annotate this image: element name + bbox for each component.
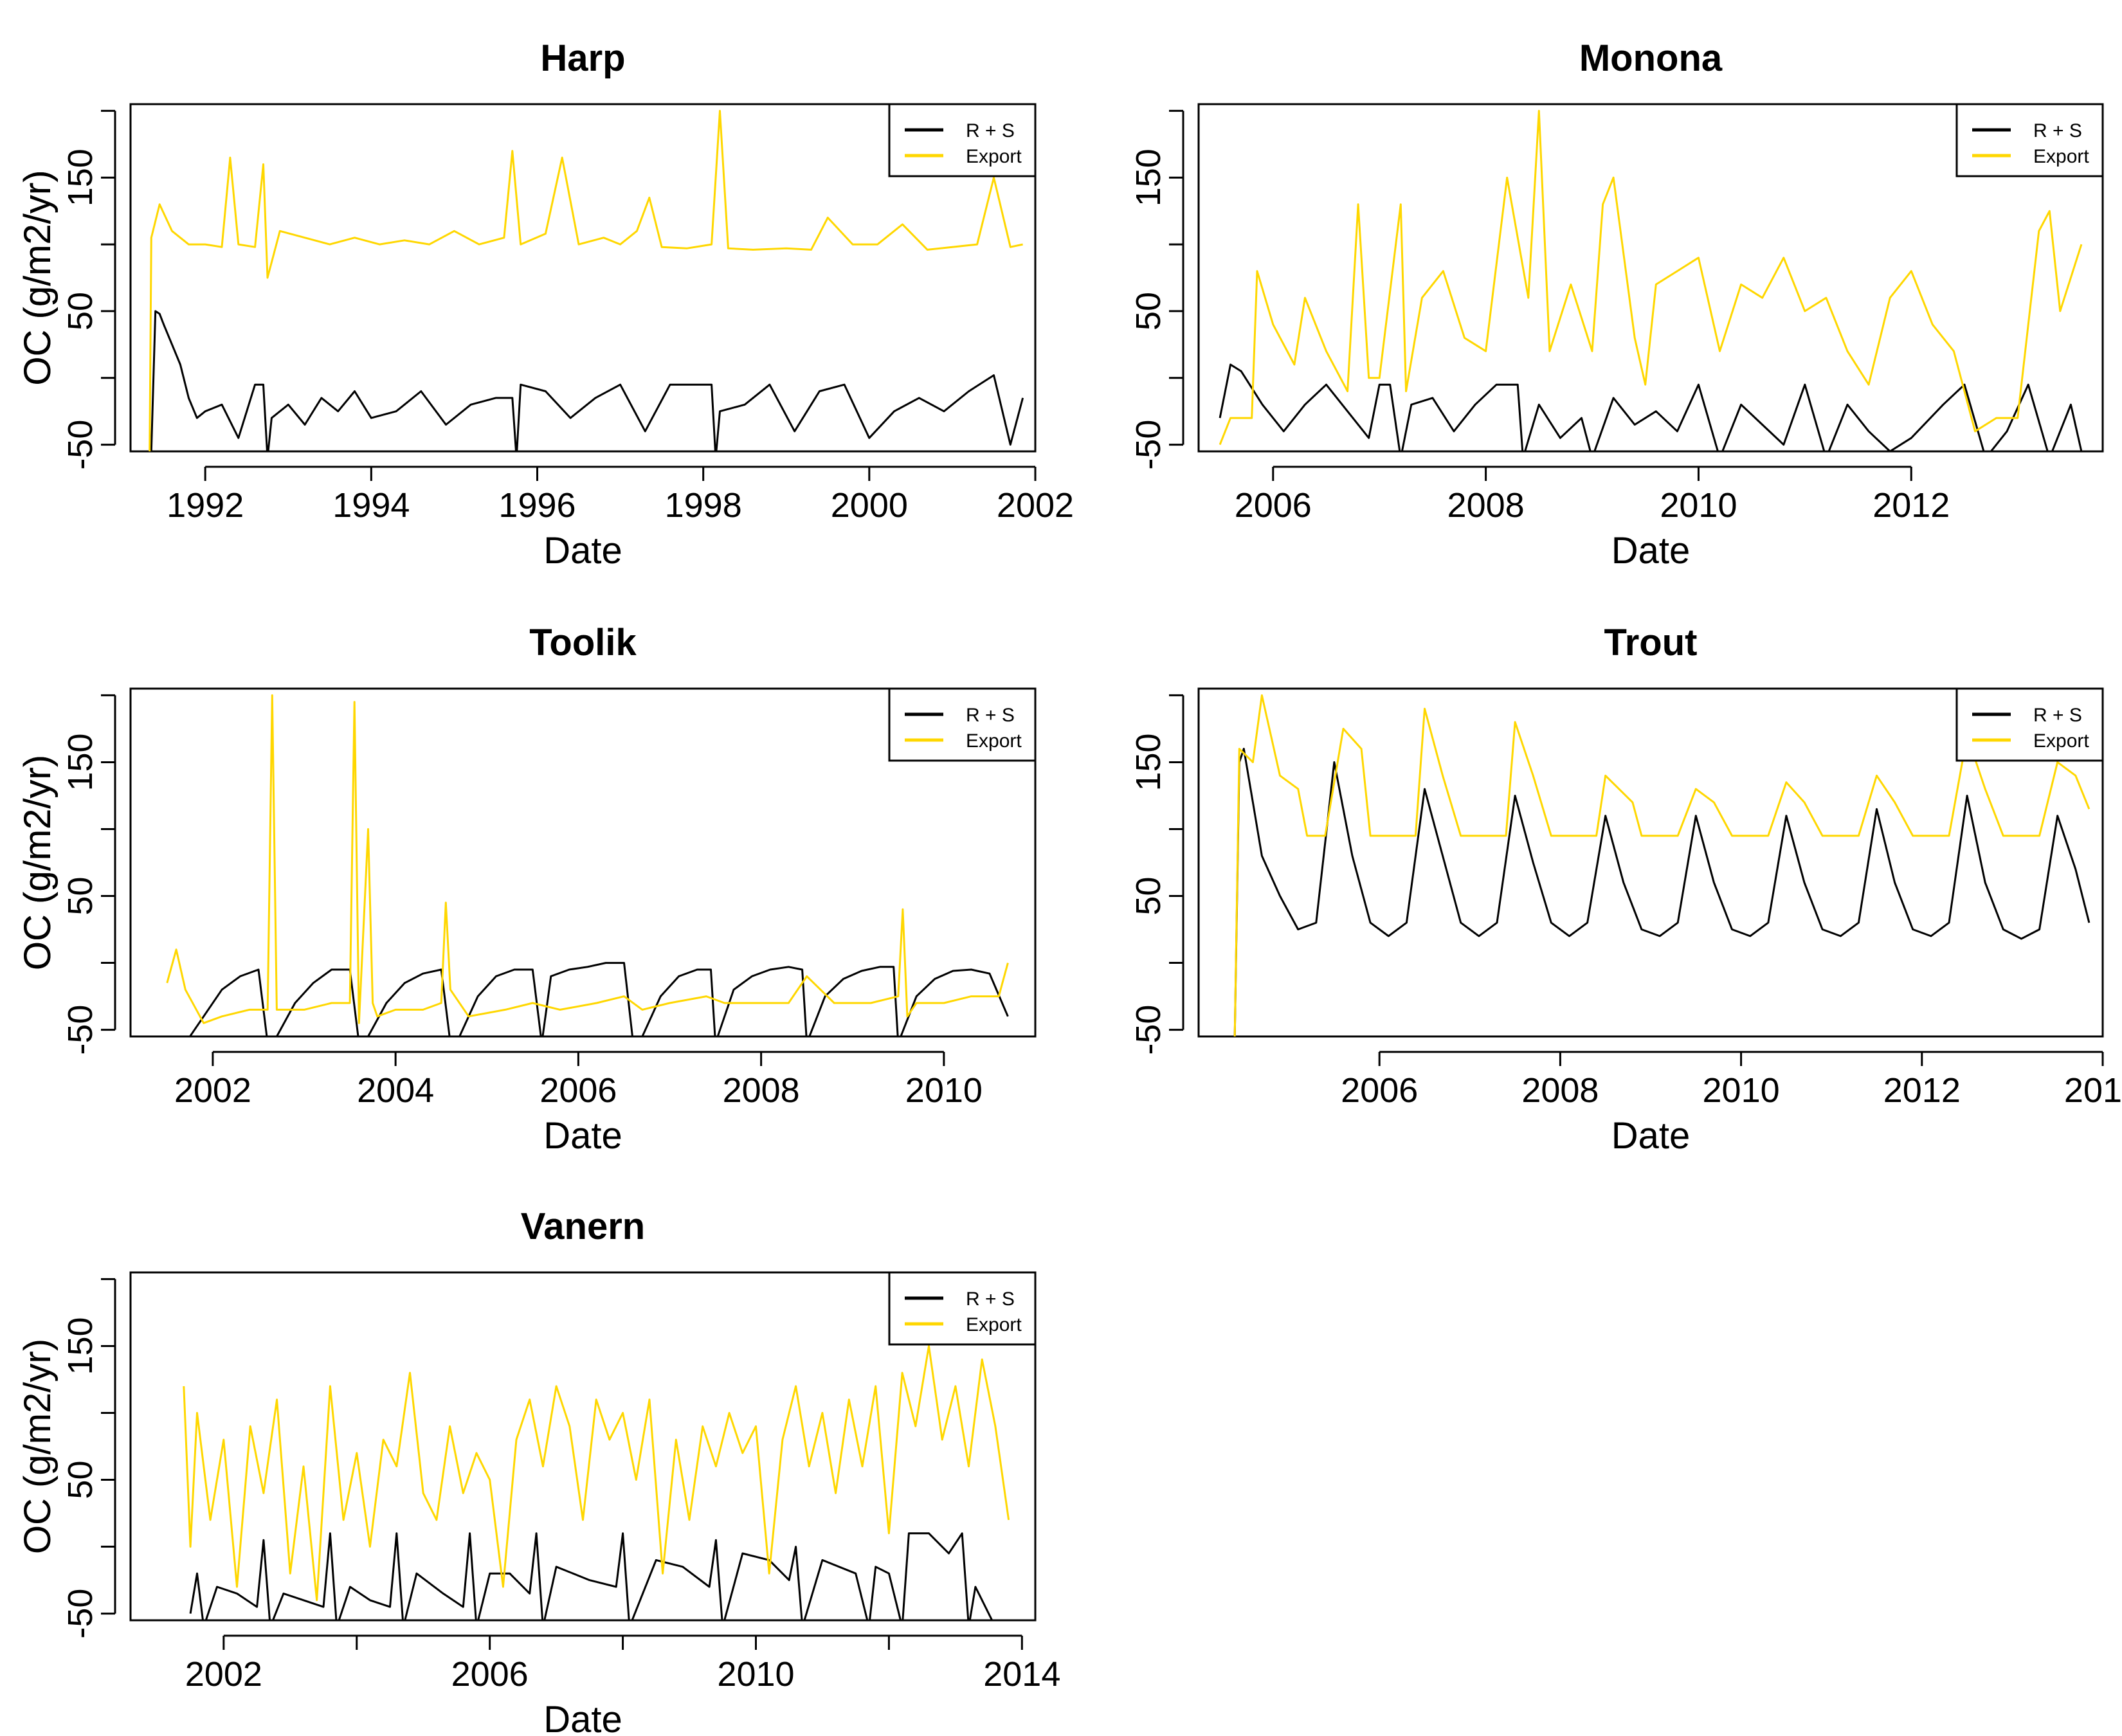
legend-label: R + S <box>966 120 1015 141</box>
y-axis-label: OC (g/m2/yr) <box>17 755 59 970</box>
legend-label: Export <box>966 730 1022 752</box>
x-tick-label: 2010 <box>1703 1071 1780 1110</box>
series-line-export <box>149 109 1023 451</box>
legend-label: Export <box>2033 730 2089 752</box>
y-tick-label: 150 <box>1129 733 1168 791</box>
plot-frame <box>1197 103 2104 453</box>
y-tick-label: 50 <box>61 876 100 915</box>
legend-box <box>1955 103 2104 177</box>
series-line-export <box>166 694 1009 1024</box>
y-axis-label: OC (g/m2/yr) <box>17 170 59 385</box>
x-tick-label: 2008 <box>1447 486 1525 525</box>
series-line-r-s <box>1219 363 2083 451</box>
series-line-export <box>183 1344 1010 1602</box>
x-tick-label: 2006 <box>540 1071 617 1110</box>
y-tick-label: -50 <box>1129 420 1168 470</box>
x-tick-label: 2008 <box>723 1071 800 1110</box>
panel-title: Trout <box>1604 622 1698 664</box>
y-axis-label: OC (g/m2/yr) <box>17 755 59 970</box>
x-axis-label: Date <box>1611 530 1691 572</box>
series-line-export <box>1233 694 2090 1036</box>
legend-label: Export <box>2033 146 2089 167</box>
x-tick-label: 2012 <box>1883 1071 1961 1110</box>
panel-toolik: Toolik 2002 2004 2006 2008 2010 Date -50 50 150OC… <box>17 622 1037 1157</box>
legend-box <box>888 103 1037 177</box>
y-tick-label: 150 <box>61 1317 100 1375</box>
x-tick-label: 2010 <box>1660 486 1737 525</box>
legend: R + S Export <box>1955 687 2104 762</box>
legend-box <box>888 1271 1037 1346</box>
legend: R + S Export <box>888 1271 1037 1346</box>
legend: R + S Export <box>1955 103 2104 177</box>
x-tick-label: 1992 <box>167 486 244 525</box>
x-tick-label: 2006 <box>451 1655 529 1694</box>
plot-frame <box>1197 687 2104 1038</box>
x-tick-label: 2002 <box>174 1071 251 1110</box>
series-line-r-s <box>189 1532 1009 1620</box>
y-axis-label: OC (g/m2/yr) <box>17 1339 59 1554</box>
legend: R + S Export <box>888 103 1037 177</box>
x-tick-label: 2002 <box>997 486 1074 525</box>
plot-frame <box>129 103 1037 453</box>
y-tick-label: 150 <box>61 733 100 791</box>
x-tick-label: 2008 <box>1521 1071 1599 1110</box>
series-line-r-s <box>150 310 1024 451</box>
x-tick-label: 1996 <box>498 486 576 525</box>
legend-label: Export <box>966 1314 1022 1335</box>
legend-label: R + S <box>2033 120 2082 141</box>
panel-trout: Trout20062008201020122014Date-5050150OC … <box>17 622 2122 1157</box>
y-tick-label: 50 <box>1129 292 1168 330</box>
x-tick-label: 2014 <box>983 1655 1060 1694</box>
x-axis-label: Date <box>543 1115 622 1157</box>
x-tick-label: 2004 <box>357 1071 434 1110</box>
legend-box <box>888 687 1037 762</box>
x-axis-label: Date <box>543 530 622 572</box>
series-line-r-s <box>1233 748 2090 1036</box>
y-tick-label: -50 <box>61 420 100 470</box>
y-tick-label: -50 <box>61 1589 100 1639</box>
series-line-export <box>1219 109 2083 446</box>
y-tick-label: 50 <box>61 292 100 330</box>
y-axis-label: OC (g/m2/yr) <box>17 170 59 385</box>
x-tick-label: 1994 <box>332 486 410 525</box>
y-tick-label: -50 <box>1129 1005 1168 1055</box>
panel-title: Harp <box>540 37 625 79</box>
x-tick-label: 1998 <box>665 486 742 525</box>
panel-title: Vanern <box>521 1206 645 1247</box>
y-tick-label: -50 <box>61 1005 100 1055</box>
x-tick-label: 2002 <box>185 1655 262 1694</box>
series-line-r-s <box>188 962 1009 1036</box>
x-tick-label: 2010 <box>905 1071 983 1110</box>
x-tick-label: 2014 <box>2064 1071 2122 1110</box>
x-axis-label: Date <box>543 1699 622 1736</box>
legend-label: Export <box>966 146 1022 167</box>
x-tick-label: 2000 <box>831 486 908 525</box>
panel-title: Toolik <box>529 622 637 664</box>
legend-label: R + S <box>966 1288 1015 1310</box>
legend-label: R + S <box>966 705 1015 726</box>
plot-frame <box>129 1271 1037 1622</box>
x-axis-label: Date <box>1611 1115 1691 1157</box>
x-tick-label: 2006 <box>1341 1071 1418 1110</box>
legend-box <box>1955 687 2104 762</box>
x-tick-label: 2010 <box>717 1655 794 1694</box>
y-tick-label: 150 <box>1129 149 1168 206</box>
x-tick-label: 2012 <box>1873 486 1950 525</box>
y-tick-label: 150 <box>61 149 100 206</box>
x-tick-label: 2006 <box>1235 486 1312 525</box>
panel-title: Monona <box>1579 37 1723 79</box>
legend-label: R + S <box>2033 705 2082 726</box>
y-tick-label: 50 <box>1129 876 1168 915</box>
y-tick-label: 50 <box>61 1460 100 1499</box>
plot-frame <box>129 687 1037 1038</box>
legend: R + S Export <box>888 687 1037 762</box>
panel-harp: Harp 1992 1994 1996 1998 2000 2002 Date -50 50 150… <box>17 37 1074 572</box>
